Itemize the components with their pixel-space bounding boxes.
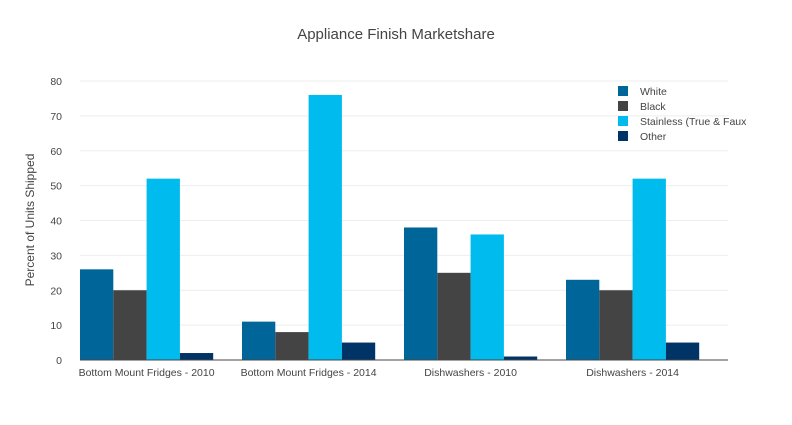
bar-white-1 (242, 321, 276, 360)
bar-stainless-true-faux-2 (470, 234, 504, 360)
x-tick-label: Dishwashers - 2014 (586, 367, 679, 379)
legend-label: Black (640, 101, 666, 113)
bar-other-0 (179, 353, 214, 360)
chart-title: Appliance Finish Marketshare (297, 26, 495, 43)
y-tick-label: 0 (56, 355, 62, 367)
x-tick-label: Bottom Mount Fridges - 2010 (79, 367, 215, 379)
bar-black-0 (113, 290, 147, 360)
y-tick-label: 80 (50, 76, 62, 88)
legend-swatch (618, 86, 628, 96)
legend-label: Other (640, 131, 667, 143)
legend-item[interactable]: Other (618, 131, 667, 143)
bar-other-1 (341, 342, 376, 360)
bar-white-3 (566, 279, 600, 360)
x-axis-ticks: Bottom Mount Fridges - 2010 Bottom Mount … (79, 367, 680, 379)
bar-stainless-true-faux-3 (632, 178, 666, 360)
legend-label: Stainless (True & Faux (640, 116, 747, 128)
x-tick-label: Dishwashers - 2010 (424, 367, 517, 379)
x-tick-label: Bottom Mount Fridges - 2014 (241, 367, 377, 379)
y-tick-label: 20 (50, 285, 62, 297)
y-tick-label: 60 (50, 146, 62, 158)
bar-stainless-true-faux-0 (146, 178, 180, 360)
y-axis-label: Percent of Units Shipped (23, 154, 37, 287)
legend-item[interactable]: Stainless (True & Faux (618, 116, 747, 128)
bar-black-3 (599, 290, 633, 360)
legend[interactable]: White Black Stainless (True & Faux Other (618, 86, 747, 143)
y-tick-label: 30 (50, 250, 62, 262)
legend-swatch (618, 116, 628, 126)
y-axis-ticks: 0 10 20 30 40 50 60 70 80 (50, 76, 62, 367)
bar-white-2 (404, 227, 438, 360)
y-tick-label: 50 (50, 181, 62, 193)
legend-label: White (640, 86, 667, 98)
bar-other-2 (503, 356, 538, 360)
legend-swatch (618, 101, 628, 111)
legend-item[interactable]: Black (618, 101, 666, 113)
bar-black-1 (275, 332, 309, 360)
y-tick-label: 10 (50, 320, 62, 332)
bar-black-2 (437, 272, 471, 360)
bar-stainless-true-faux-1 (308, 94, 342, 360)
y-tick-label: 40 (50, 216, 62, 228)
y-tick-label: 70 (50, 111, 62, 123)
legend-swatch (618, 131, 628, 141)
bar-other-3 (665, 342, 700, 360)
bars (80, 94, 700, 360)
legend-item[interactable]: White (618, 86, 667, 98)
bar-white-0 (80, 269, 114, 360)
